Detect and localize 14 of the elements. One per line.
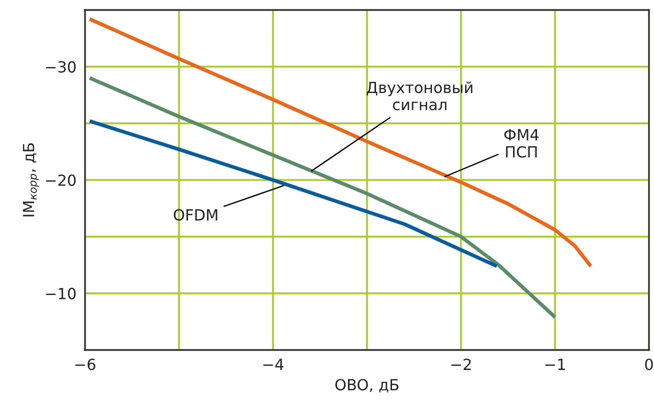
x-tick-label: −2 (451, 358, 471, 370)
y-tick-label: −30 (46, 61, 76, 73)
line-series (88, 17, 593, 268)
x-tick-label: 0 (645, 358, 653, 370)
annotation: ФМ4 ПСП (504, 129, 539, 158)
line-series (88, 76, 557, 319)
x-tick-label: −1 (545, 358, 565, 370)
line-series (88, 119, 499, 268)
x-tick-label: −4 (263, 358, 284, 370)
y-axis-title: IM$_{корр}$, дБ (22, 143, 39, 216)
x-axis-title: OBO, дБ (335, 378, 398, 392)
y-tick-label: −20 (46, 174, 76, 186)
y-tick-label: −10 (46, 288, 76, 300)
x-tick-label: −6 (75, 358, 96, 370)
